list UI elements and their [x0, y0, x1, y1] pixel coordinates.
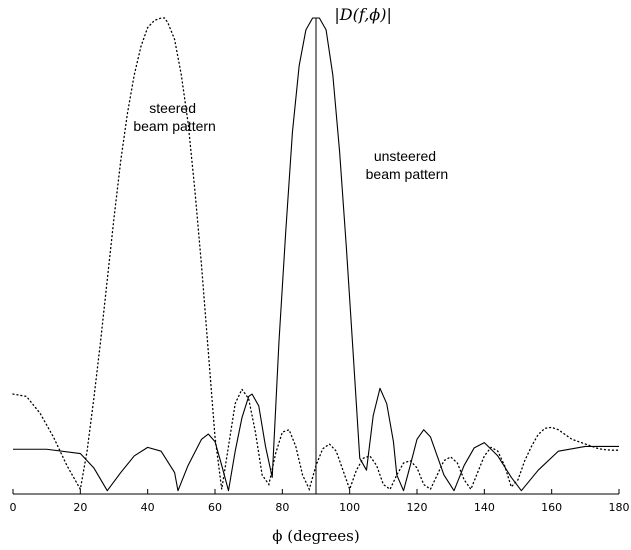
steered-beam-label-line2: beam pattern [133, 118, 216, 134]
x-tick-label: 160 [541, 501, 562, 514]
x-tick-label: 100 [339, 501, 360, 514]
unsteered-beam-label-line1: unsteered [374, 148, 436, 164]
x-ticks: 0 20 40 60 80 100 120 140 160 180 [10, 489, 630, 514]
x-axis: 0 20 40 60 80 100 120 140 160 180 [10, 489, 630, 514]
x-tick-label: 20 [73, 501, 87, 514]
steered-beam-label-line1: steered [149, 100, 196, 116]
steered-beam-series-line [12, 17, 620, 492]
x-tick-label: 140 [474, 501, 495, 514]
x-tick-label: 40 [141, 501, 155, 514]
x-axis-label: ϕ (degrees) [272, 527, 359, 545]
steered-beam-label: steered beam pattern [133, 100, 216, 134]
x-tick-label: 80 [275, 501, 289, 514]
x-tick-label: 60 [208, 501, 222, 514]
unsteered-beam-label-line2: beam pattern [366, 166, 449, 182]
unsteered-beam-series-line [13, 17, 619, 492]
x-tick-label: 180 [609, 501, 630, 514]
unsteered-beam-label: unsteered beam pattern [366, 148, 449, 182]
series-group [12, 17, 620, 492]
x-tick-label: 120 [407, 501, 428, 514]
magnitude-label: |D(f,ϕ)| [334, 5, 391, 24]
x-tick-label: 0 [10, 501, 17, 514]
